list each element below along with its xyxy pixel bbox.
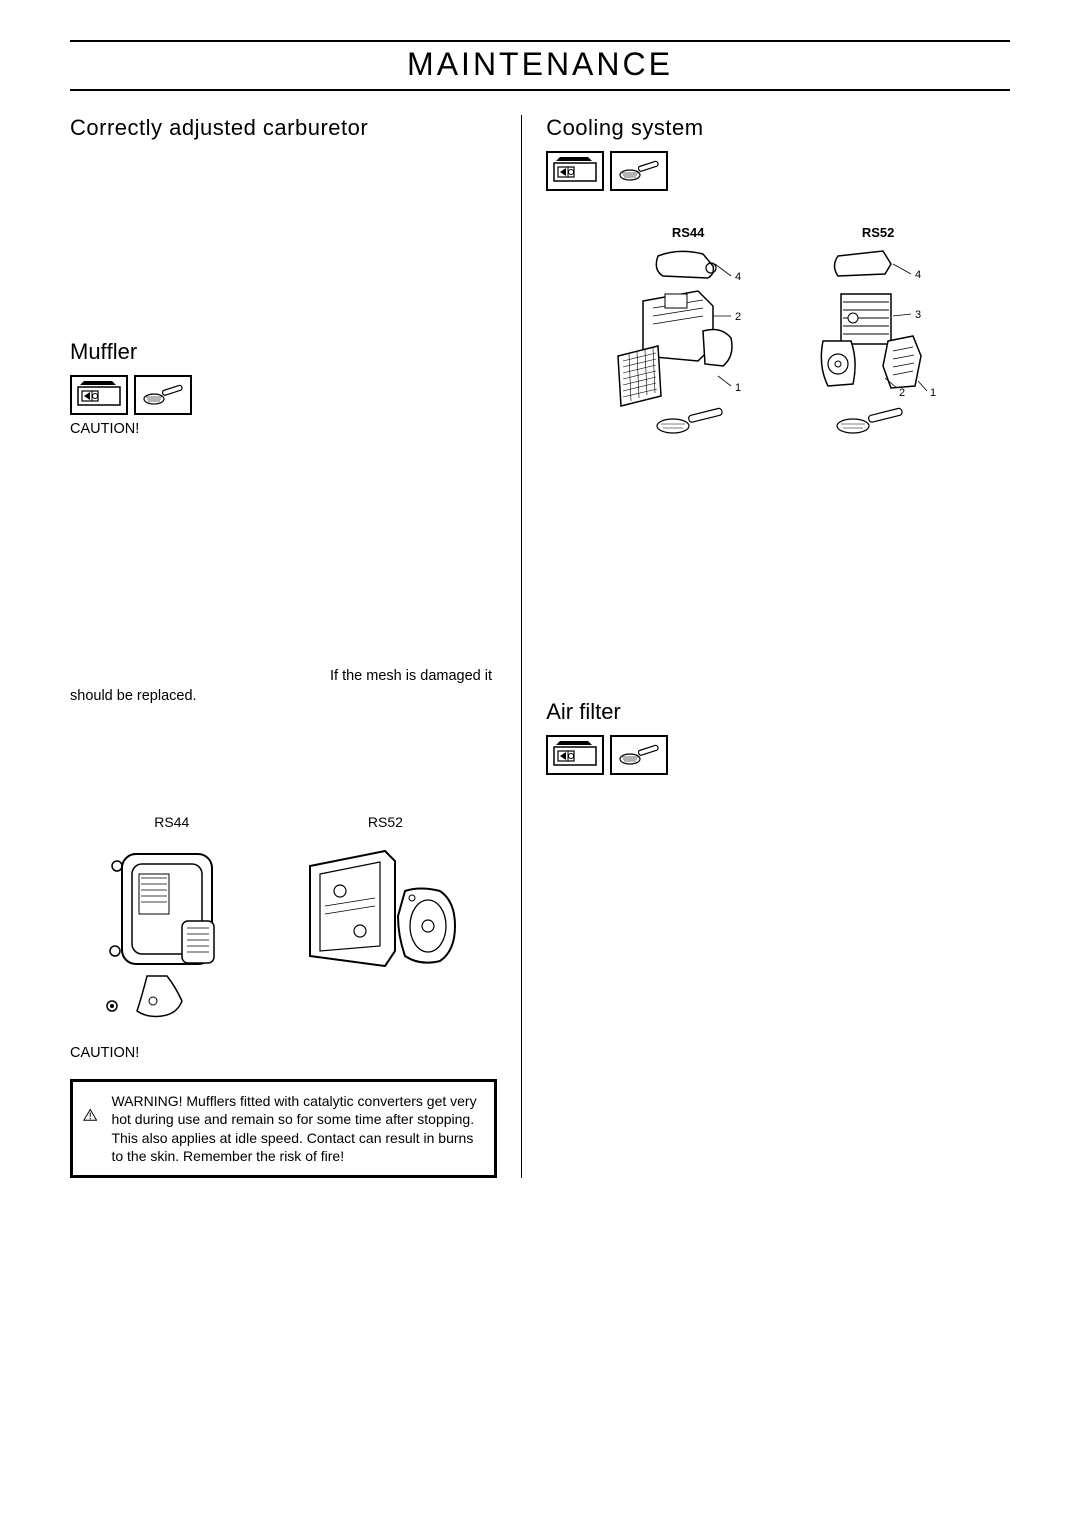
- brush-icon: [610, 735, 668, 775]
- callout-4: 4: [735, 271, 741, 283]
- callout-2: 2: [735, 311, 741, 323]
- two-column-layout: Correctly adjusted carburetor Mufﬂer: [70, 115, 1010, 1178]
- callout-3: 3: [915, 309, 921, 321]
- cooling-rs52-svg: 4 3: [803, 246, 953, 446]
- cooling-heading: Cooling system: [546, 115, 1010, 141]
- muffler-diagram-row: RS44: [70, 814, 497, 1031]
- warning-box: WARNING! Mufﬂers ﬁtted with catalytic co…: [70, 1079, 497, 1178]
- label-rs52: RS52: [290, 814, 480, 830]
- callout-1: 1: [735, 382, 741, 394]
- cooling-rs44-svg: 4 2: [603, 246, 773, 446]
- muffler-rs44-svg: [87, 836, 257, 1026]
- muffler-diagram-rs44: RS44: [87, 814, 257, 1031]
- warning-text: WARNING! Mufﬂers ﬁtted with catalytic co…: [111, 1092, 482, 1165]
- warning-triangle-icon: [83, 1092, 97, 1138]
- cooling-diagram-rs44: RS44 4 2: [603, 225, 773, 451]
- callout-1b: 1: [930, 387, 936, 399]
- cooling-diagram-rs52: RS52 4 3: [803, 225, 953, 451]
- switch-off-icon: [546, 151, 604, 191]
- callout-4b: 4: [915, 269, 921, 281]
- right-column: Cooling system: [521, 115, 1010, 1178]
- cooling-icon-row: [546, 151, 1010, 191]
- muffler-icon-row: [70, 375, 497, 415]
- muffler-heading: Mufﬂer: [70, 339, 497, 365]
- switch-off-icon: [546, 735, 604, 775]
- muffler-diagram-rs52: RS52: [290, 814, 480, 1031]
- left-column: Correctly adjusted carburetor Mufﬂer: [70, 115, 521, 1178]
- label-rs44: RS44: [87, 814, 257, 830]
- muffler-caution-2: CAUTION!: [70, 1045, 497, 1061]
- mesh-text-content: If the mesh is damaged it should be repl…: [70, 668, 492, 704]
- air-filter-icon-row: [546, 735, 1010, 775]
- muffler-rs52-svg: [290, 836, 480, 1026]
- switch-off-icon: [70, 375, 128, 415]
- muffler-caution: CAUTION!: [70, 421, 497, 437]
- air-filter-heading: Air ﬁlter: [546, 699, 1010, 725]
- page-title: MAINTENANCE: [70, 46, 1010, 83]
- cooling-label-rs52: RS52: [803, 225, 953, 240]
- cooling-diagram-row: RS44 4 2: [546, 225, 1010, 451]
- callout-2b: 2: [899, 387, 905, 399]
- cooling-label-rs44: RS44: [603, 225, 773, 240]
- page-header: MAINTENANCE: [70, 40, 1010, 91]
- brush-icon: [134, 375, 192, 415]
- mesh-text: If the mesh is damaged it should be repl…: [70, 667, 497, 706]
- brush-icon: [610, 151, 668, 191]
- carburetor-heading: Correctly adjusted carburetor: [70, 115, 497, 141]
